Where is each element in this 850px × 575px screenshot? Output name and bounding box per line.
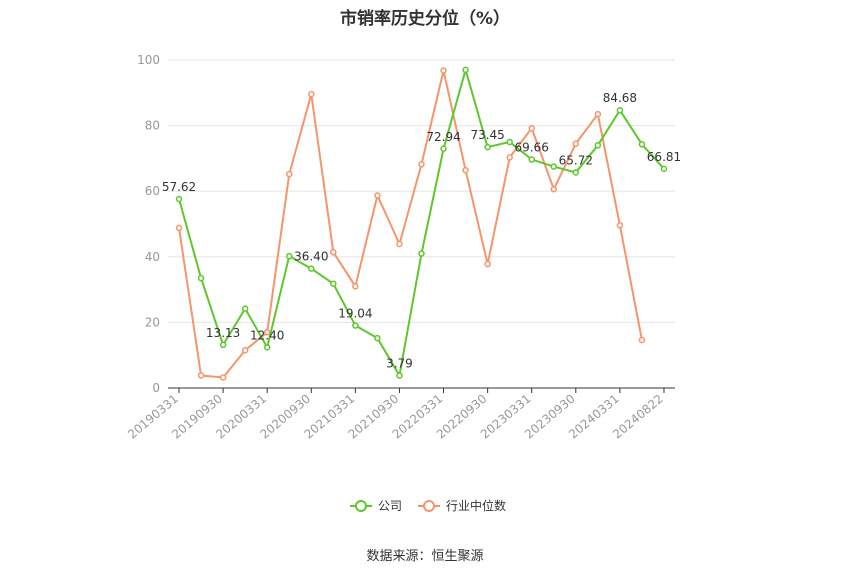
series-industry: [175, 67, 646, 381]
industry-point: [638, 336, 646, 344]
industry-point: [594, 110, 602, 118]
company-point: [263, 344, 271, 351]
company-point: [594, 142, 602, 149]
data-labels: 57.62 13.13 12.40 36.40 19.04 3.79 72.94 73.45 6…: [162, 91, 681, 370]
industry-point: [352, 283, 359, 290]
company-data-label: 65.72: [559, 153, 593, 167]
company-point: [241, 305, 249, 312]
legend: 公司 行业中位数: [350, 498, 506, 513]
legend-label: 公司: [378, 499, 402, 513]
industry-point: [308, 90, 315, 98]
company-data-label: 12.40: [250, 328, 284, 342]
y-axis-ticks: 0 20 40 60 80 100: [137, 53, 160, 395]
industry-point: [396, 240, 403, 248]
company-data-label: 36.40: [294, 250, 328, 264]
industry-point: [197, 372, 205, 379]
industry-point: [528, 124, 535, 132]
industry-line: [178, 70, 643, 379]
company-point: [660, 165, 668, 173]
industry-point: [506, 154, 513, 161]
company-data-label: 69.66: [515, 141, 549, 155]
industry-point: [572, 140, 580, 147]
company-point: [175, 195, 183, 203]
y-tick-label: 0: [152, 381, 160, 395]
company-point: [506, 138, 513, 146]
company-data-label: 66.81: [647, 150, 681, 164]
company-data-label: 13.13: [206, 326, 240, 340]
legend-marker: [355, 500, 367, 512]
company-point: [440, 145, 447, 153]
company-point: [462, 66, 469, 74]
legend-marker: [423, 500, 435, 512]
company-point: [484, 143, 491, 151]
industry-point: [374, 192, 381, 199]
company-point: [352, 322, 359, 329]
industry-point: [241, 347, 249, 354]
company-data-label: 72.94: [426, 130, 460, 144]
company-data-label: 57.62: [162, 180, 196, 194]
company-data-label: 3.79: [386, 357, 413, 371]
company-data-label: 84.68: [603, 91, 637, 105]
grid-lines: [168, 59, 675, 323]
company-point: [616, 106, 624, 114]
company-point: [285, 252, 293, 260]
company-point: [330, 280, 337, 287]
company-data-label: 73.45: [470, 128, 504, 142]
industry-point: [484, 260, 491, 268]
company-point: [396, 372, 403, 379]
industry-point: [175, 224, 183, 232]
industry-point: [462, 166, 469, 174]
company-point: [528, 156, 535, 163]
industry-point: [440, 67, 447, 74]
series-company: [175, 66, 668, 379]
legend-label: 行业中位数: [446, 498, 506, 513]
industry-point: [330, 248, 337, 256]
chart-title: 市销率历史分位（%）: [339, 9, 511, 29]
industry-point: [418, 161, 425, 168]
industry-point: [616, 222, 624, 229]
company-point: [418, 250, 425, 257]
company-point: [219, 341, 227, 349]
y-tick-label: 20: [145, 315, 160, 329]
industry-point: [285, 170, 293, 178]
y-tick-label: 80: [145, 119, 160, 133]
company-point: [197, 274, 205, 282]
x-axis: 2019033120190930202003312020093020210331…: [125, 387, 675, 442]
y-tick-label: 60: [145, 184, 160, 198]
industry-point: [263, 328, 271, 336]
industry-point: [550, 185, 558, 193]
industry-point: [219, 374, 227, 381]
company-point: [550, 163, 558, 170]
company-point: [308, 265, 315, 272]
y-tick-label: 100: [137, 53, 160, 67]
company-point: [638, 141, 646, 148]
data-source: 数据来源：恒生聚源: [366, 549, 484, 564]
y-tick-label: 40: [145, 250, 160, 264]
company-point: [572, 169, 580, 176]
company-point: [374, 334, 381, 342]
company-data-label: 19.04: [338, 307, 372, 321]
